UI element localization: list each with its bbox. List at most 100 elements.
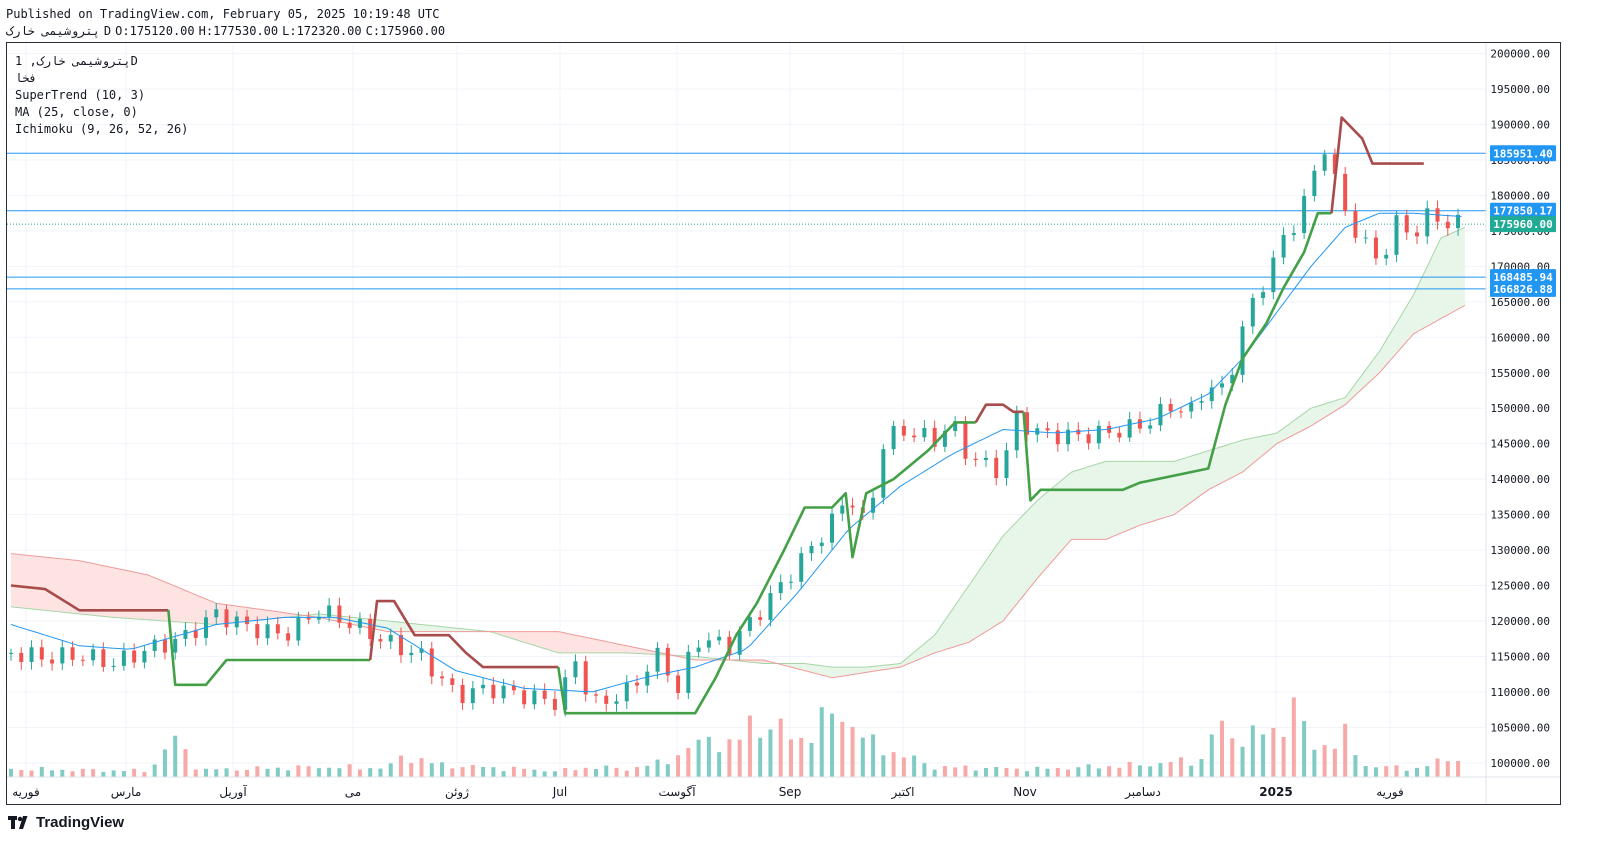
candle-up xyxy=(686,651,691,693)
volume-bar xyxy=(9,769,13,777)
candle-up xyxy=(1302,195,1307,234)
volume-bar xyxy=(347,764,352,777)
volume-bar xyxy=(255,766,260,777)
y-tick-label-18: 190000.00 xyxy=(1490,119,1550,132)
volume-bar xyxy=(460,767,465,777)
candle-up xyxy=(706,640,711,648)
volume-bar xyxy=(1425,766,1430,777)
volume-bar xyxy=(1148,766,1153,777)
candle-up xyxy=(799,553,804,582)
candle-down xyxy=(491,684,496,699)
x-tick-label-3: می xyxy=(345,785,361,799)
volume-bar xyxy=(183,749,188,777)
volume-bar xyxy=(1291,697,1296,777)
volume-bar xyxy=(1415,767,1420,777)
volume-bar xyxy=(29,770,34,777)
candle-up xyxy=(747,617,752,631)
candle-up xyxy=(809,545,814,554)
volume-bar xyxy=(121,771,126,777)
horizontal-line-label-0-bg xyxy=(1490,145,1556,162)
volume-bar xyxy=(583,767,588,777)
volume-bar xyxy=(327,767,332,777)
candle-up xyxy=(1199,401,1204,403)
volume-bar xyxy=(142,772,147,777)
candle-up xyxy=(645,671,650,686)
candle-up xyxy=(563,677,568,710)
candle-up xyxy=(9,652,13,654)
volume-bar xyxy=(706,737,711,777)
y-tick-label-20: 200000.00 xyxy=(1490,48,1550,61)
volume-bar xyxy=(645,765,650,777)
candle-up xyxy=(1158,403,1163,426)
candle-up xyxy=(152,639,157,651)
volume-bar xyxy=(1435,758,1440,777)
supertrend-down-6 xyxy=(1330,116,1424,214)
volume-bar xyxy=(275,767,280,777)
x-tick-label-2: آوریل xyxy=(219,784,247,800)
volume-bar xyxy=(378,768,383,777)
candle-up xyxy=(788,581,793,583)
candle-down xyxy=(511,685,516,691)
legend-indicator-supertrend[interactable]: SuperTrend (10, 3) xyxy=(15,88,146,102)
chart-frame[interactable] xyxy=(6,42,1561,805)
y-tick-label-6: 130000.00 xyxy=(1490,544,1550,557)
legend-indicator-ma[interactable]: MA (25, close, 0) xyxy=(15,105,138,119)
volume-bar xyxy=(922,763,927,777)
ohlc-low: L:172320.00 xyxy=(282,24,362,38)
volume-bar xyxy=(676,755,681,777)
volume-bar xyxy=(747,715,752,777)
candle-up xyxy=(891,425,896,450)
candle-down xyxy=(460,684,465,704)
volume-bar xyxy=(224,768,229,777)
volume-bar xyxy=(542,771,547,777)
volume-bar xyxy=(655,759,660,777)
tradingview-logo[interactable]: TradingView xyxy=(8,814,124,831)
candle-down xyxy=(522,690,527,705)
published-line: Published on TradingView.com, February 0… xyxy=(6,7,440,21)
candle-up xyxy=(409,652,414,656)
candle-down xyxy=(1353,211,1358,238)
volume-bar xyxy=(39,766,44,777)
volume-bar xyxy=(481,766,486,777)
candle-up xyxy=(183,629,188,639)
supertrend-up-5 xyxy=(1022,211,1332,502)
tradingview-logo-icon xyxy=(8,815,28,829)
candle-down xyxy=(19,652,24,662)
volume-bar xyxy=(1343,723,1348,777)
volume-bar xyxy=(1107,766,1112,777)
volume-bar xyxy=(953,767,958,777)
y-tick-label-1: 105000.00 xyxy=(1490,721,1550,734)
volume-bar xyxy=(1137,765,1142,777)
candle-down xyxy=(255,624,260,639)
legend-indicator-ichimoku[interactable]: Ichimoku (9, 26, 52, 26) xyxy=(15,122,189,136)
last-price-label: 175960.00 xyxy=(1493,218,1553,231)
candle-down xyxy=(1445,221,1450,229)
volume-bar xyxy=(901,757,906,777)
volume-bar xyxy=(727,739,732,777)
y-tick-label-16: 180000.00 xyxy=(1490,189,1550,202)
candle-up xyxy=(60,647,65,664)
volume-bar xyxy=(265,768,270,777)
volume-bar xyxy=(604,765,609,777)
volume-bar xyxy=(203,768,208,777)
volume-bar xyxy=(450,768,455,777)
volume-bar xyxy=(942,766,947,777)
volume-bar xyxy=(932,769,937,777)
volume-bar xyxy=(830,713,835,777)
y-tick-label-2: 110000.00 xyxy=(1490,686,1550,699)
volume-bar xyxy=(296,765,301,777)
candle-up xyxy=(1322,154,1327,171)
x-tick-label-4: ژوئن xyxy=(445,785,469,800)
candle-up xyxy=(881,449,886,498)
volume-bar xyxy=(388,763,393,777)
volume-bar xyxy=(1240,746,1245,777)
volume-bar xyxy=(614,767,619,777)
candle-up xyxy=(1425,208,1430,237)
volume-bar xyxy=(983,767,988,777)
volume-bar xyxy=(1363,766,1368,777)
volume-bar xyxy=(1055,767,1060,777)
candle-down xyxy=(1178,411,1183,413)
volume-bar xyxy=(1199,759,1204,777)
candle-down xyxy=(758,617,763,620)
